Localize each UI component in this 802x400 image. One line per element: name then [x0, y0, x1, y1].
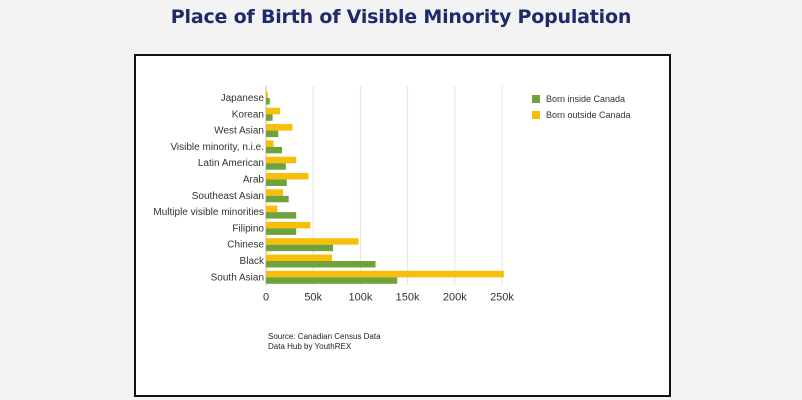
legend-swatch: [532, 111, 540, 119]
chart-frame: Japanese Korean West Asian Visible minority…: [134, 54, 671, 397]
bar-born-inside-canada: [266, 212, 297, 219]
legend-swatch: [532, 95, 540, 103]
bar-born-outside-canada: [266, 205, 278, 213]
x-tick-label: 200k: [443, 292, 467, 304]
legend-label: Born inside Canada: [546, 94, 625, 104]
bars: [266, 91, 504, 284]
bar-born-inside-canada: [266, 130, 279, 138]
category-label: Chinese: [227, 240, 264, 251]
source-line-1: Source: Canadian Census Data: [268, 332, 381, 341]
category-label: Arab: [243, 175, 265, 186]
source-note: Source: Canadian Census Data Data Hub by…: [268, 332, 381, 352]
legend: Born inside Canada Born outside Canada: [532, 94, 631, 120]
bar-born-outside-canada: [266, 270, 504, 278]
bar-chart: Japanese Korean West Asian Visible minority…: [153, 86, 631, 304]
x-tick-label: 150k: [396, 292, 420, 304]
bar-born-inside-canada: [266, 163, 286, 170]
bar-born-inside-canada: [266, 261, 376, 268]
category-labels: Japanese Korean West Asian Visible minority…: [153, 93, 265, 283]
page-title: Place of Birth of Visible Minority Popul…: [170, 6, 632, 28]
bar-born-outside-canada: [266, 189, 283, 196]
bar-born-inside-canada: [266, 195, 289, 203]
bar-born-inside-canada: [266, 244, 334, 252]
x-tick-label: 250k: [490, 292, 514, 304]
x-tick-label: 50k: [304, 292, 322, 304]
x-tick-label: 100k: [348, 292, 372, 304]
bar-born-outside-canada: [266, 238, 359, 245]
category-label: Filipino: [232, 223, 264, 234]
category-label: Japanese: [221, 93, 265, 104]
legend-label: Born outside Canada: [546, 110, 631, 120]
category-label: West Asian: [214, 126, 264, 137]
category-label: South Asian: [211, 272, 264, 283]
bar-born-inside-canada: [266, 98, 270, 105]
category-label: Latin American: [198, 158, 264, 169]
bar-born-inside-canada: [266, 277, 398, 284]
category-label: Multiple visible minorities: [153, 207, 264, 218]
bar-born-outside-canada: [266, 173, 309, 180]
bar-born-inside-canada: [266, 114, 273, 121]
bar-born-outside-canada: [266, 221, 311, 229]
bar-born-outside-canada: [266, 91, 268, 98]
bar-born-outside-canada: [266, 254, 333, 261]
bar-born-inside-canada: [266, 228, 297, 235]
bar-born-outside-canada: [266, 156, 297, 164]
bar-born-inside-canada: [266, 146, 283, 154]
bar-born-outside-canada: [266, 107, 281, 115]
category-label: Southeast Asian: [192, 191, 264, 202]
bar-born-outside-canada: [266, 140, 274, 147]
category-label: Visible minority, n.i.e.: [170, 142, 264, 153]
bar-born-inside-canada: [266, 179, 287, 186]
bar-born-outside-canada: [266, 124, 293, 131]
category-label: Korean: [232, 109, 264, 120]
category-label: Black: [240, 256, 265, 267]
source-line-2: Data Hub by YouthREX: [268, 342, 352, 351]
x-axis-ticks: 0 50k 100k 150k 200k 250k: [263, 292, 514, 304]
x-tick-label: 0: [263, 292, 269, 304]
